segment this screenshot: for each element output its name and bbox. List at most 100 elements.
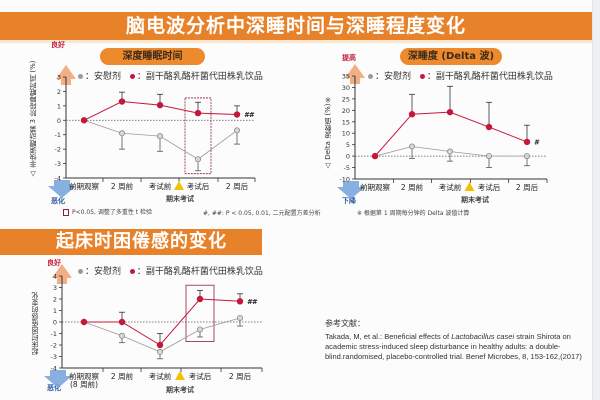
chart-2: -10 -5 0 5 10 15 20 25 30 35 前期观察 2 周前 考试前 考试后 2 周后 # — [337, 64, 548, 199]
chart2-title: 深睡度 (Delta 波) — [400, 48, 502, 65]
svg-text:-1: -1 — [51, 330, 57, 338]
placebo-point — [196, 326, 203, 333]
chart1-title: 深度睡眠时间 — [100, 48, 205, 65]
placebo-point — [408, 143, 415, 150]
svg-text:1: 1 — [53, 307, 57, 315]
svg-text:-10: -10 — [339, 176, 350, 184]
treatment-point — [118, 98, 126, 105]
svg-text:-3: -3 — [55, 160, 61, 168]
svg-text:前期观察: 前期观察 — [69, 181, 99, 191]
treatment-point — [233, 111, 241, 118]
worse-arrow-icon — [337, 181, 365, 199]
svg-text:30: 30 — [342, 84, 350, 92]
treatment-point — [80, 117, 88, 124]
svg-text:##: ## — [244, 111, 255, 119]
legend-treatment: ：副干酪乳酪杆菌代田株乳饮品 — [136, 267, 263, 277]
treatment-point — [236, 298, 244, 305]
legend-placebo: ：安慰剂 — [375, 72, 412, 82]
svg-text:#: # — [534, 138, 540, 146]
reference-heading: 参考文献： — [325, 319, 365, 328]
placebo-point — [194, 156, 201, 163]
svg-text:10: 10 — [342, 130, 350, 138]
worse-arrow-icon — [44, 370, 72, 388]
treatment-point — [196, 295, 204, 303]
ref-text-1: Takada, M, et al.: Beneficial effects of — [325, 332, 452, 341]
svg-text:-2: -2 — [55, 146, 61, 154]
placebo-dot-icon — [78, 269, 83, 274]
treatment-point — [485, 123, 493, 131]
better-arrow-icon — [56, 65, 76, 85]
chart2-exam-label: 期末考试 — [461, 196, 489, 204]
svg-text:2: 2 — [57, 88, 61, 96]
svg-text:考试前: 考试前 — [149, 181, 172, 191]
svg-text:3: 3 — [57, 74, 61, 82]
chart2-footnote: ※ 根据第 1 周期每分钟的 Delta 波值计算 — [357, 210, 470, 217]
svg-text:-1: -1 — [55, 131, 61, 139]
placebo-dot-icon — [368, 74, 373, 79]
chart3-worse-label: 恶化 — [47, 384, 61, 392]
svg-text:考试前: 考试前 — [439, 182, 462, 192]
placebo-point — [119, 130, 126, 137]
svg-text:0: 0 — [57, 117, 61, 125]
treatment-point — [156, 101, 164, 109]
chart1-legend: ：安慰剂 ：副干酪乳酪杆菌代田株乳饮品 — [78, 69, 269, 82]
better-arrow-icon — [345, 64, 365, 84]
svg-text:2 周后: 2 周后 — [226, 181, 249, 191]
title-underline — [0, 40, 592, 43]
reference-text: Takada, M, et al.: Beneficial effects of… — [325, 332, 585, 362]
chart1-better-label: 良好 — [51, 41, 65, 49]
chart3-legend: ：安慰剂 ：副干酪乳酪杆菌代田株乳饮品 — [78, 264, 269, 277]
placebo-point — [485, 153, 492, 160]
ref-italic: Lactobacillus casei — [451, 332, 515, 341]
svg-text:-2: -2 — [51, 342, 57, 350]
svg-text:2 周后: 2 周后 — [229, 371, 252, 381]
svg-text:考试后: 考试后 — [478, 182, 501, 192]
treatment-dot-icon — [129, 74, 135, 79]
chart2-worse-label: 下降 — [342, 197, 356, 205]
svg-text:0: 0 — [346, 153, 350, 161]
chart2-better-label: 提高 — [342, 54, 356, 62]
svg-text:-3: -3 — [51, 353, 57, 361]
legend-placebo: ：安慰剂 — [85, 267, 122, 277]
placebo-point — [233, 127, 240, 134]
chart2-legend: ：安慰剂 ：副干酪乳酪杆菌代田株乳饮品 — [368, 69, 559, 82]
svg-text:考试后: 考试后 — [187, 181, 210, 191]
chart3-exam-label: 期末考试 — [166, 386, 194, 394]
chart1-exam-label: 期末考试 — [166, 195, 194, 203]
legend-treatment: ：副干酪乳酪杆菌代田株乳饮品 — [426, 72, 553, 82]
svg-text:3: 3 — [53, 284, 57, 292]
treatment-point — [80, 318, 88, 326]
highlight-box-icon — [63, 209, 69, 216]
svg-text:##: ## — [247, 298, 258, 306]
svg-text:-5: -5 — [344, 164, 350, 172]
svg-text:4: 4 — [53, 273, 57, 281]
significance-box — [185, 284, 215, 342]
treatment-point — [118, 318, 126, 326]
svg-text:0: 0 — [53, 319, 57, 327]
treatment-point — [371, 152, 379, 160]
svg-text:2 周前: 2 周前 — [111, 181, 134, 191]
exam-marker-icon — [175, 371, 185, 380]
footnote-text: P<0.05, 调整了多重性 t 检验 — [72, 209, 152, 216]
significance-box — [184, 97, 212, 175]
exam-marker-icon — [464, 182, 475, 191]
legend-treatment: ：副干酪乳酪杆菌代田株乳饮品 — [136, 72, 263, 82]
page-edge — [592, 0, 600, 400]
svg-text:前期观察: 前期观察 — [69, 371, 99, 381]
placebo-point — [156, 348, 163, 355]
svg-text:考试前: 考试前 — [149, 371, 172, 381]
svg-text:5: 5 — [346, 141, 350, 149]
treatment-point — [523, 138, 531, 146]
treatment-dot-icon — [129, 269, 135, 274]
page-title: 脑电波分析中深睡时间与深睡程度变化 — [0, 12, 592, 40]
treatment-point — [408, 111, 416, 118]
worse-arrow-icon — [48, 180, 76, 198]
svg-text:考试后: 考试后 — [189, 371, 212, 381]
treatment-dot-icon — [419, 74, 425, 79]
placebo-dot-icon — [78, 74, 83, 79]
legend-placebo: ：安慰剂 — [85, 72, 122, 82]
placebo-point — [156, 133, 163, 140]
svg-text:35: 35 — [342, 73, 350, 81]
svg-text:-4: -4 — [51, 365, 57, 373]
